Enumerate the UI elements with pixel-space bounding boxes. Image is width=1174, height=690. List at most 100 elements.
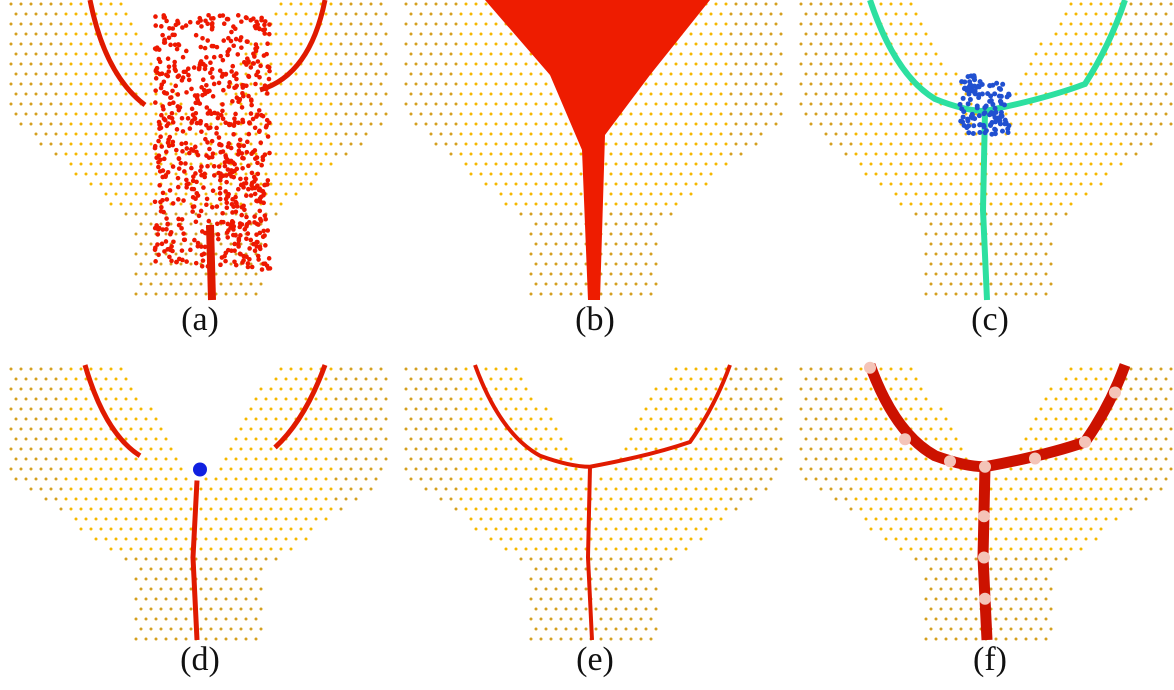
cloud-point [460,398,463,401]
cloud-point [1110,123,1113,126]
cloud-point [935,558,938,561]
scatter-point [207,219,212,224]
cloud-point [520,133,523,136]
cloud-point [715,63,718,66]
cloud-point [665,203,668,206]
cloud-point [675,468,678,471]
cloud-point [665,163,668,166]
cloud-point [900,368,903,371]
cloud-point [965,173,968,176]
cloud-point [460,498,463,501]
cloud-point [815,378,818,381]
cloud-point [375,53,378,56]
cloud-point [710,73,713,76]
cloud-point [935,173,938,176]
cloud-point [1100,508,1103,511]
cloud-point [1120,428,1123,431]
cloud-point [835,418,838,421]
cloud-point [1080,23,1083,26]
cloud-point [880,143,883,146]
cloud-point [105,73,108,76]
cloud-point [325,418,328,421]
cloud-point [1070,508,1073,511]
cloud-point [100,508,103,511]
cloud-point [90,183,93,186]
cloud-point [680,518,683,521]
cloud-point [930,243,933,246]
cloud-point [550,133,553,136]
cloud-point [230,548,233,551]
cloud-point [1155,398,1158,401]
scatter-point [242,227,247,232]
cloud-point [1160,488,1163,491]
cloud-point [35,53,38,56]
cloud-point [555,183,558,186]
cloud-point [65,73,68,76]
cloud-point [890,448,893,451]
cloud-point [120,428,123,431]
cloud-point [885,173,888,176]
cloud-point [15,458,18,461]
cloud-point [650,213,653,216]
cloud-point [40,63,43,66]
cloud-point [570,213,573,216]
cloud-point [705,43,708,46]
cloud-point [1130,123,1133,126]
cloud-point [655,283,658,286]
cloud-point [270,63,273,66]
cloud-point [270,43,273,46]
cloud-point [685,428,688,431]
cloud-point [690,498,693,501]
cloud-point [625,528,628,531]
scatter-point [253,248,258,253]
cloud-point [500,378,503,381]
cloud-point [615,203,618,206]
cloud-point [90,163,93,166]
cloud-point [30,468,33,471]
cloud-point [25,93,28,96]
cloud-point [700,538,703,541]
cloud-point [1045,558,1048,561]
cloud-point [405,468,408,471]
cloud-point [620,253,623,256]
cloud-point [990,283,993,286]
cloud-point [520,538,523,541]
cloud-point [860,428,863,431]
cloud-point [680,458,683,461]
cloud-point [1010,468,1013,471]
cloud-point [90,428,93,431]
cloud-point [475,408,478,411]
cloud-point [910,143,913,146]
cloud-point [575,203,578,206]
cloud-point [170,183,173,186]
cloud-point [695,143,698,146]
cloud-point [960,548,963,551]
cloud-point [850,508,853,511]
cloud-point [275,378,278,381]
cloud-point [150,263,153,266]
cloud-point [425,408,428,411]
cloud-point [915,398,918,401]
cloud-point [1090,388,1093,391]
cloud-point [640,638,643,641]
cloud-point [100,468,103,471]
scatter-point [223,164,228,169]
cloud-point [740,458,743,461]
cloud-point [840,448,843,451]
scatter-point [237,143,242,148]
cloud-point [250,528,253,531]
cloud-point [625,243,628,246]
cloud-point [205,498,208,501]
cloud-point [1065,13,1068,16]
cluster-point [997,86,1002,91]
cloud-point [760,113,763,116]
cloud-point [65,33,68,36]
cloud-point [560,293,563,296]
cloud-point [505,468,508,471]
scatter-point [175,104,180,109]
cloud-point [875,133,878,136]
cloud-point [1040,528,1043,531]
scatter-point [225,205,230,210]
cloud-point [1125,438,1128,441]
cloud-point [450,53,453,56]
